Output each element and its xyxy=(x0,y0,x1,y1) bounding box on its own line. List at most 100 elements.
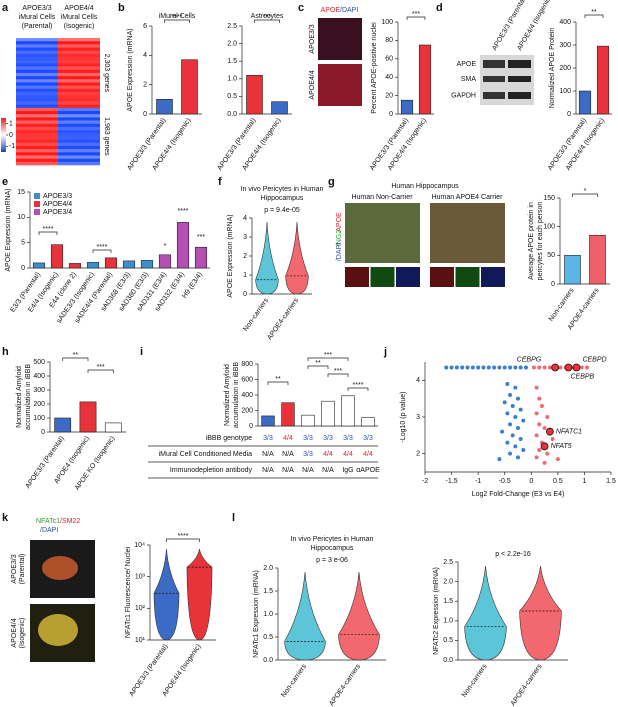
significance-label: ** xyxy=(73,352,79,359)
blot-band xyxy=(508,92,531,99)
point xyxy=(476,365,481,370)
y-tick-label: 400 xyxy=(241,392,253,399)
point xyxy=(545,451,550,456)
bar xyxy=(271,101,288,115)
heatmap-row xyxy=(16,142,58,147)
point xyxy=(555,457,560,462)
y-axis-label: NFATc1 Fluorescence/ Nuclei xyxy=(125,546,132,638)
point xyxy=(492,365,497,370)
heatmap-row xyxy=(58,38,100,42)
point xyxy=(579,365,584,370)
significance-label: *** xyxy=(324,352,332,359)
significance-label: *** xyxy=(334,368,342,375)
table-row-label: iMural Cell Conditioned Media xyxy=(159,451,252,458)
panel-letter: c xyxy=(298,2,304,14)
row-label: 1,983 genes xyxy=(103,117,110,156)
x-tick-label: -1 xyxy=(475,478,481,485)
table-cell: 3/3 xyxy=(303,451,313,458)
y-tick-label: 4 xyxy=(243,215,247,222)
y-tick-label: 1.0 xyxy=(443,618,453,625)
y-axis-label: pericytes for each person xyxy=(537,202,544,281)
bar xyxy=(104,422,122,433)
highlight-label: NFATC1 xyxy=(556,429,582,436)
panel-letter: b xyxy=(118,2,125,14)
heatmap-row xyxy=(16,161,58,166)
significance-label: *** xyxy=(97,364,105,371)
stain-label: /DAPI xyxy=(336,243,343,261)
significance-label: **** xyxy=(178,533,189,540)
y-tick-label: 1.0 xyxy=(227,76,237,83)
y-tick-label: 1.5 xyxy=(263,588,273,595)
heatmap-row xyxy=(58,126,100,131)
x-tick-label: -2 xyxy=(422,478,428,485)
heatmap-row xyxy=(16,53,58,58)
x-tick-label: -1.5 xyxy=(446,478,458,485)
point xyxy=(465,365,470,370)
heatmap-row xyxy=(16,111,58,115)
highlight-label: CEBPD xyxy=(582,356,606,363)
x-tick-label: 0 xyxy=(529,478,533,485)
panel-letter: l xyxy=(232,512,235,524)
y-tick-label: 200 xyxy=(559,65,571,72)
blot-band xyxy=(483,60,505,68)
heatmap-row xyxy=(16,85,58,90)
y-axis-label: APOE Expression (mRNA) xyxy=(227,214,234,297)
heatmap-row xyxy=(58,85,100,90)
panel-letter: k xyxy=(2,512,9,524)
heatmap-row xyxy=(16,155,58,159)
column-label: iMural Cells xyxy=(19,14,56,21)
point xyxy=(537,448,542,452)
colorbar-tick-label: 1 xyxy=(9,121,13,128)
column-label: (Parental) xyxy=(22,23,53,30)
highlight-point xyxy=(551,363,560,372)
point xyxy=(516,426,520,430)
y-tick-label: 0.5 xyxy=(263,634,273,641)
y-tick-label: 2 xyxy=(143,82,147,89)
blot-band xyxy=(483,76,505,82)
bar xyxy=(176,222,190,269)
point xyxy=(508,451,513,456)
table-cell: 3/3 xyxy=(323,435,333,442)
table-cell: N/A xyxy=(282,451,294,458)
y-tick-label: 0 xyxy=(41,429,45,436)
bar xyxy=(418,44,432,115)
bar xyxy=(564,255,581,285)
point xyxy=(513,415,518,419)
blot-row-label: SMA xyxy=(461,76,477,83)
blot-band xyxy=(483,92,505,99)
table-cell: N/A xyxy=(282,467,294,474)
micrograph-inset xyxy=(396,267,420,287)
heatmap-row xyxy=(58,95,100,99)
y-tick-label: 6 xyxy=(143,23,147,30)
highlight-label: NFAT5 xyxy=(551,443,572,450)
point xyxy=(513,365,518,370)
bar xyxy=(156,99,173,115)
y-axis-label: APOE Expression (mRNA) xyxy=(5,188,12,271)
heatmap-row xyxy=(16,152,58,156)
significance-bracket xyxy=(347,387,369,391)
significance-bracket xyxy=(92,249,112,253)
heatmap-row xyxy=(16,123,58,128)
heatmap-row xyxy=(16,120,58,125)
heatmap-row xyxy=(58,53,100,58)
point xyxy=(550,437,555,441)
point xyxy=(502,400,507,405)
bar xyxy=(578,90,592,115)
panel-letter: d xyxy=(436,2,443,14)
heatmap-row xyxy=(58,88,100,93)
violin xyxy=(153,548,180,641)
heatmap-row xyxy=(16,82,58,86)
violin xyxy=(285,221,309,295)
column-label: APOE3/3 xyxy=(22,5,51,12)
y-tick-label: 0.0 xyxy=(443,657,453,664)
point xyxy=(542,426,547,430)
y-tick-label: 300 xyxy=(33,387,45,394)
point xyxy=(454,365,459,370)
y-tick-label: 4 xyxy=(416,377,420,384)
y-tick-label: 2.5 xyxy=(227,23,237,30)
point xyxy=(545,415,550,419)
point xyxy=(531,365,536,370)
heatmap-row xyxy=(58,114,100,118)
heatmap-row xyxy=(58,117,100,121)
heatmap-row xyxy=(16,126,58,131)
